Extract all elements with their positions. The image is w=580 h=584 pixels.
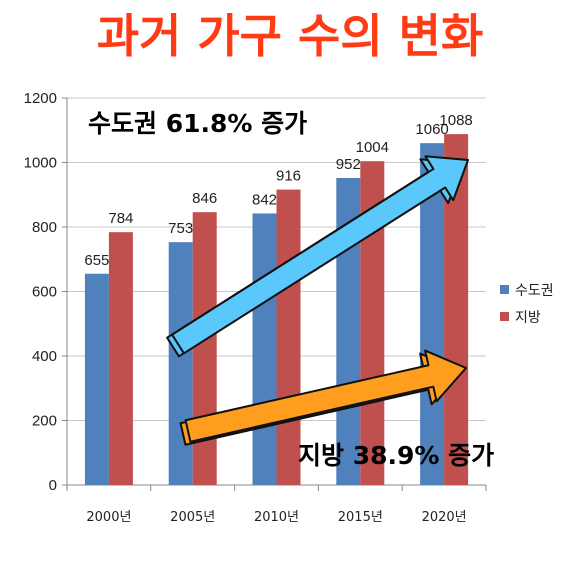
data-label: 1004 (356, 139, 389, 156)
data-label: 784 (108, 210, 133, 227)
y-tick-label: 0 (49, 477, 57, 494)
y-tick-label: 400 (32, 348, 57, 365)
axes: 0 200 400 600 800 1000 1200 2000년 2005년 2010년 2015… (24, 90, 487, 525)
capital-trend-arrow (166, 155, 469, 358)
bar-수도권 (168, 242, 193, 485)
bar-수도권 (252, 213, 277, 485)
legend-label: 수도권 (515, 283, 554, 299)
data-label: 1088 (439, 112, 472, 129)
x-tick-label: 2015년 (338, 510, 383, 525)
bar-지방 (192, 212, 217, 486)
region-trend-arrow (179, 349, 467, 446)
y-tick-label: 800 (32, 219, 57, 236)
bar-수도권 (84, 273, 109, 485)
legend-label: 지방 (515, 310, 541, 326)
capital-trend-arrow-body (171, 155, 469, 355)
annotation-capital-increase: 수도권 61.8% 증가 (88, 109, 307, 138)
y-tick-label: 600 (32, 284, 57, 301)
data-label: 846 (192, 190, 217, 207)
data-label: 1060 (415, 121, 448, 138)
trend-arrows (166, 155, 469, 446)
bar-지방 (276, 189, 301, 485)
annotation-region-increase: 지방 38.9% 증가 (298, 441, 494, 470)
x-tick-label: 2000년 (86, 510, 131, 525)
bar-지방 (108, 232, 133, 485)
legend-swatch (500, 312, 509, 321)
x-tick-label: 2005년 (170, 510, 215, 525)
x-tick-label: 2020년 (422, 510, 467, 525)
x-tick-label: 2010년 (254, 510, 299, 525)
y-tick-label: 1000 (24, 155, 57, 172)
legend-swatch (500, 285, 509, 294)
data-label: 753 (168, 220, 193, 237)
data-label: 952 (336, 156, 361, 173)
annotations: 수도권 61.8% 증가 지방 38.9% 증가 (88, 109, 494, 470)
data-label: 842 (252, 191, 277, 208)
y-tick-label: 200 (32, 413, 57, 430)
bars (84, 134, 469, 486)
chart-title: 과거 가구 수의 변화 (97, 9, 484, 63)
data-label: 655 (84, 252, 109, 269)
data-label: 916 (276, 168, 301, 185)
region-trend-arrow-body (184, 349, 467, 443)
y-tick-label: 1200 (24, 90, 57, 107)
